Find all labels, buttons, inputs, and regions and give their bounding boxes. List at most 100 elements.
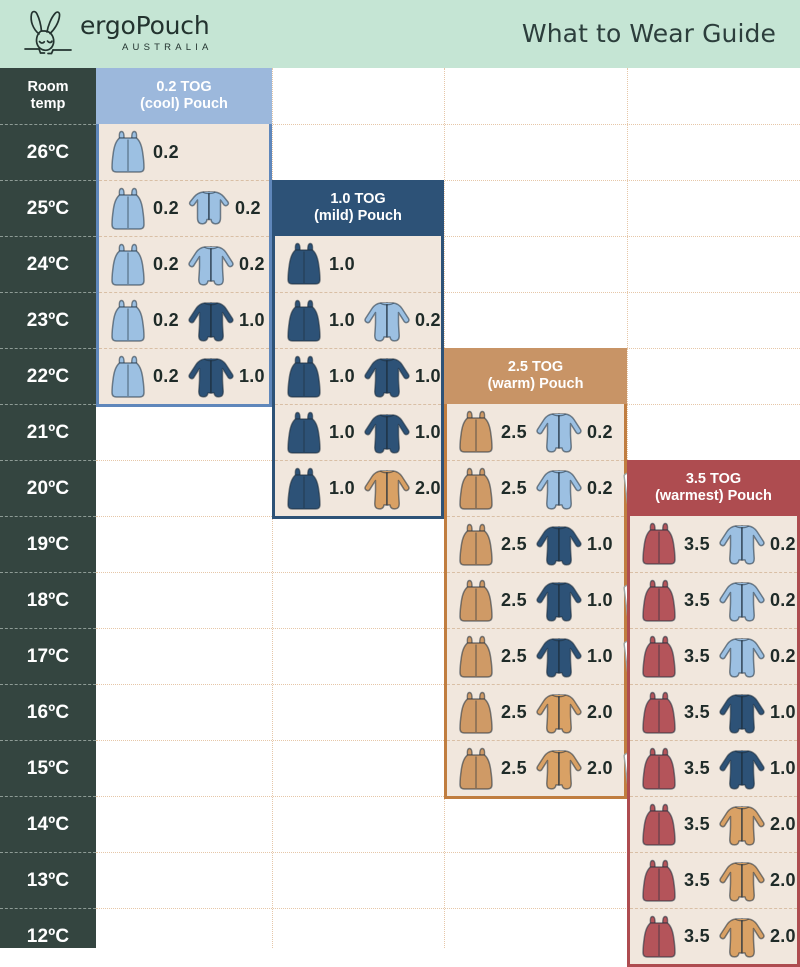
sleeping-bag-icon — [642, 859, 676, 902]
long-sleeve-suit-icon — [719, 637, 765, 678]
tog-row[interactable]: 3.5 0.2 — [630, 572, 797, 628]
tog-row[interactable]: 0.2 1.0 — [99, 292, 269, 348]
room-temp-cell: 24ºC — [0, 236, 96, 292]
tog-row[interactable]: 1.0 1.0 — [275, 348, 441, 404]
room-temp-cell: 15ºC — [0, 740, 96, 796]
tog-column-header: 1.0 TOG (mild) Pouch — [272, 180, 444, 236]
tog-column-tog_1_0: 1.0 TOG (mild) Pouch 1.0 1.0 0.2 1.0 1.0 1.0 1.0… — [272, 180, 481, 519]
room-temp-cell: 20ºC — [0, 460, 96, 516]
tog-value-label: 1.0 — [329, 478, 355, 498]
tog-row[interactable]: 0.2 0.2 — [99, 236, 269, 292]
tog-row[interactable]: 2.5 2.0 — [447, 740, 653, 796]
tog-value-label: 2.0 — [586, 758, 613, 778]
tog-row[interactable]: 3.5 1.0 — [630, 740, 797, 796]
room-temp-cell: 25ºC — [0, 180, 96, 236]
long-sleeve-suit-icon — [188, 245, 234, 286]
tog-value-label: 0.2 — [153, 254, 179, 274]
tog-row[interactable]: 0.2 0.2 — [99, 180, 269, 236]
sleeping-bag-icon — [459, 579, 493, 622]
tog-value-label: 1.0 — [329, 310, 355, 330]
brand-subtitle: AUSTRALIA — [122, 42, 213, 54]
tog-column-header: 2.5 TOG (warm) Pouch — [444, 348, 627, 404]
tog-row[interactable]: 3.5 0.2 — [630, 628, 797, 684]
tog-value-label: 1.0 — [586, 590, 613, 610]
long-sleeve-suit-icon — [536, 749, 582, 790]
long-sleeve-suit-icon — [719, 749, 765, 790]
tog-value-label: 0.2 — [769, 590, 796, 610]
tog-row[interactable]: 1.0 — [275, 236, 441, 292]
long-sleeve-suit-icon — [536, 469, 582, 510]
long-sleeve-suit-icon — [536, 581, 582, 622]
long-sleeve-suit-icon — [364, 357, 410, 398]
tog-value-label: 1.0 — [238, 310, 265, 330]
page-title: What to Wear Guide — [521, 19, 776, 48]
tog-value-label: 2.5 — [501, 478, 527, 498]
tog-value-label: 1.0 — [586, 534, 613, 554]
tog-row[interactable]: 0.2 — [99, 124, 269, 180]
tog-row[interactable]: 2.5 1.0 — [447, 516, 624, 572]
tog-value-label: 2.0 — [769, 814, 796, 834]
tog-value-label: 0.2 — [153, 366, 179, 386]
tog-value-label: 1.0 — [329, 253, 355, 274]
tog-row[interactable]: 3.5 2.0 — [630, 796, 797, 852]
tog-value-label: 2.5 — [501, 758, 527, 778]
tog-row[interactable]: 2.5 1.0 — [447, 572, 653, 628]
sleeping-bag-icon — [287, 299, 321, 342]
tog-row[interactable]: 3.5 0.2 — [630, 516, 797, 572]
tog-value-label: 2.0 — [769, 870, 796, 890]
sleeping-bag-icon — [287, 467, 321, 510]
tog-row[interactable]: 0.2 1.0 — [99, 348, 305, 404]
sleeping-bag-icon — [642, 915, 676, 958]
long-sleeve-suit-icon — [364, 413, 410, 454]
tog-column-tog_0_2: 0.2 TOG (cool) Pouch 0.2 0.2 0.2 0.2 0.2 0.2 1.0… — [96, 68, 305, 407]
long-sleeve-suit-icon — [188, 301, 234, 342]
long-sleeve-suit-icon — [364, 469, 410, 510]
tog-value-label: 3.5 — [684, 758, 710, 778]
tog-header-line1: 0.2 TOG — [156, 78, 212, 95]
tog-value-label: 0.2 — [769, 533, 796, 554]
tog-row[interactable]: 2.5 1.0 — [447, 628, 653, 684]
tog-row[interactable]: 3.5 2.0 — [630, 908, 797, 964]
tog-header-line1: 2.5 TOG — [507, 358, 564, 375]
tog-row[interactable]: 1.0 1.0 — [275, 404, 481, 460]
sleeping-bag-icon — [287, 355, 321, 398]
long-sleeve-suit-icon — [719, 917, 765, 958]
tog-value-label: 2.5 — [501, 646, 527, 666]
tog-row[interactable]: 2.5 0.2 — [447, 460, 653, 516]
long-sleeve-suit-icon — [719, 693, 765, 734]
tog-value-label: 3.5 — [684, 814, 710, 834]
tog-row[interactable]: 1.0 0.2 — [275, 292, 441, 348]
wear-guide-grid: Room temp 26ºC 25ºC 24ºC 23ºC 22ºC 21ºC 20ºC 19… — [0, 68, 800, 967]
tog-value-label: 1.0 — [769, 758, 796, 778]
tog-value-label: 1.0 — [586, 646, 613, 666]
tog-value-label: 2.5 — [501, 702, 527, 722]
tog-value-label: 1.0 — [414, 366, 441, 386]
tog-value-label: 0.2 — [586, 478, 613, 498]
room-temp-cell: 19ºC — [0, 516, 96, 572]
sleeping-bag-icon — [459, 747, 493, 790]
page-header: ergoPouch AUSTRALIA What to Wear Guide — [0, 0, 800, 68]
sleeping-bag-icon — [459, 410, 493, 453]
tog-value-label: 0.2 — [153, 141, 179, 162]
sleeping-bag-icon — [459, 691, 493, 734]
tog-value-label: 0.2 — [414, 310, 441, 330]
tog-value-label: 0.2 — [586, 421, 613, 442]
sleeping-bag-icon — [287, 411, 321, 454]
bunny-icon — [24, 10, 72, 55]
gridline-horizontal — [96, 180, 800, 181]
tog-row[interactable]: 3.5 1.0 — [630, 684, 797, 740]
tog-row[interactable]: 3.5 2.0 — [630, 852, 797, 908]
tog-value-label: 2.0 — [586, 702, 613, 722]
tog-header-line1: 1.0 TOG — [330, 190, 386, 207]
room-temp-cell: 21ºC — [0, 404, 96, 460]
long-sleeve-suit-icon — [719, 525, 765, 565]
tog-row[interactable]: 2.5 0.2 — [447, 404, 624, 460]
long-sleeve-suit-icon — [536, 693, 582, 734]
tog-header-line2: (mild) Pouch — [314, 208, 402, 224]
sleeping-bag-icon — [111, 130, 145, 173]
sleeping-bag-icon — [459, 635, 493, 678]
tog-value-label: 0.2 — [769, 646, 796, 666]
tog-row[interactable]: 2.5 2.0 — [447, 684, 624, 740]
tog-column-body: 1.0 1.0 0.2 1.0 1.0 1.0 1.0 1.0 2.0 — [272, 236, 481, 519]
tog-row[interactable]: 1.0 2.0 — [275, 460, 441, 516]
